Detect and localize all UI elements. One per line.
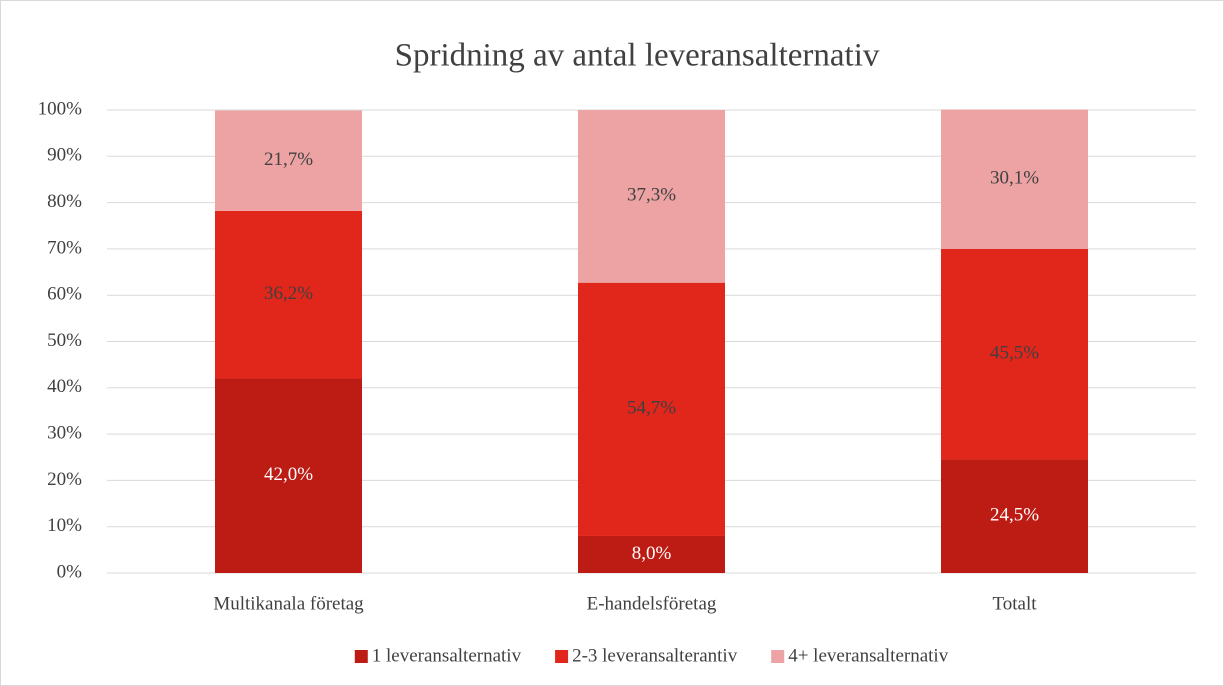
bar-segment	[578, 110, 725, 283]
bar-segment	[941, 459, 1088, 573]
y-tick-label: 90%	[47, 145, 82, 166]
data-label: 37,3%	[627, 185, 676, 206]
legend-label: 1 leveransalternativ	[372, 645, 522, 666]
x-tick-label: Totalt	[992, 593, 1037, 614]
legend-label: 4+ leveransalternativ	[788, 645, 949, 666]
legend-swatch	[771, 650, 785, 663]
y-tick-label: 20%	[47, 469, 82, 490]
y-tick-label: 0%	[57, 561, 83, 582]
bar-segment	[941, 248, 1088, 460]
y-tick-label: 50%	[47, 330, 82, 351]
y-tick-label: 80%	[47, 191, 82, 212]
data-label: 42,0%	[264, 464, 313, 485]
bar-segment	[215, 110, 362, 211]
x-tick-label: E-handelsföretag	[587, 593, 717, 614]
chart-title: Spridning av antal leveransalternativ	[395, 38, 880, 74]
data-label: 45,5%	[990, 343, 1039, 364]
bar-segment	[578, 535, 725, 573]
x-tick-label: Multikanala företag	[213, 593, 364, 614]
y-tick-label: 30%	[47, 422, 82, 443]
y-tick-label: 10%	[47, 515, 82, 536]
data-label: 21,7%	[264, 149, 313, 170]
data-label: 30,1%	[990, 168, 1039, 189]
data-label: 54,7%	[627, 398, 676, 419]
y-tick-label: 100%	[38, 98, 83, 119]
y-tick-label: 60%	[47, 284, 82, 305]
y-tick-label: 40%	[47, 376, 82, 397]
legend-label: 2-3 leveransalterantiv	[572, 645, 738, 666]
legend-swatch	[555, 650, 569, 663]
bar-segment	[215, 210, 362, 379]
data-label: 8,0%	[632, 543, 672, 564]
data-label: 24,5%	[990, 505, 1039, 526]
bar-segment	[941, 109, 1088, 249]
data-label: 36,2%	[264, 283, 313, 304]
bar-segment	[215, 378, 362, 573]
y-tick-label: 70%	[47, 237, 82, 258]
legend-swatch	[354, 650, 368, 663]
bar-segment	[578, 282, 725, 536]
